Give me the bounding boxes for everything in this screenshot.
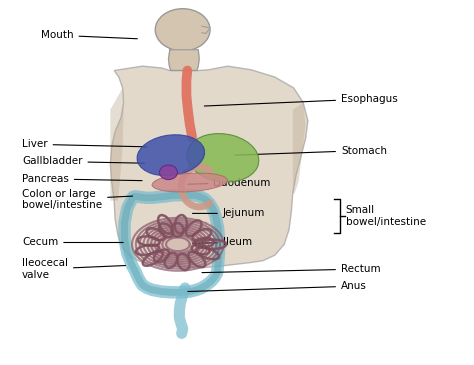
Text: Rectum: Rectum <box>202 264 381 274</box>
Text: Duodenum: Duodenum <box>188 177 271 188</box>
Text: Colon or large
bowel/intestine: Colon or large bowel/intestine <box>22 189 133 210</box>
Ellipse shape <box>187 134 259 182</box>
Text: Anus: Anus <box>188 281 367 292</box>
Text: Esophagus: Esophagus <box>204 94 398 106</box>
Ellipse shape <box>159 165 177 180</box>
Text: Small
bowel/intestine: Small bowel/intestine <box>346 205 426 227</box>
Text: Gallbladder: Gallbladder <box>22 157 145 166</box>
Polygon shape <box>293 103 306 193</box>
Polygon shape <box>110 88 124 201</box>
Text: Ileum: Ileum <box>192 238 252 247</box>
Text: Liver: Liver <box>22 139 147 149</box>
Polygon shape <box>168 50 199 70</box>
Text: Pancreas: Pancreas <box>22 174 142 184</box>
Ellipse shape <box>152 173 228 192</box>
Text: Jejunum: Jejunum <box>192 208 265 218</box>
Circle shape <box>155 9 210 51</box>
Text: Ileocecal
valve: Ileocecal valve <box>22 258 126 280</box>
Text: Cecum: Cecum <box>22 238 123 247</box>
Text: Mouth: Mouth <box>41 30 137 40</box>
Polygon shape <box>110 66 308 268</box>
Text: Stomach: Stomach <box>235 146 387 155</box>
Polygon shape <box>202 26 210 34</box>
Ellipse shape <box>137 135 205 176</box>
Ellipse shape <box>147 224 209 264</box>
